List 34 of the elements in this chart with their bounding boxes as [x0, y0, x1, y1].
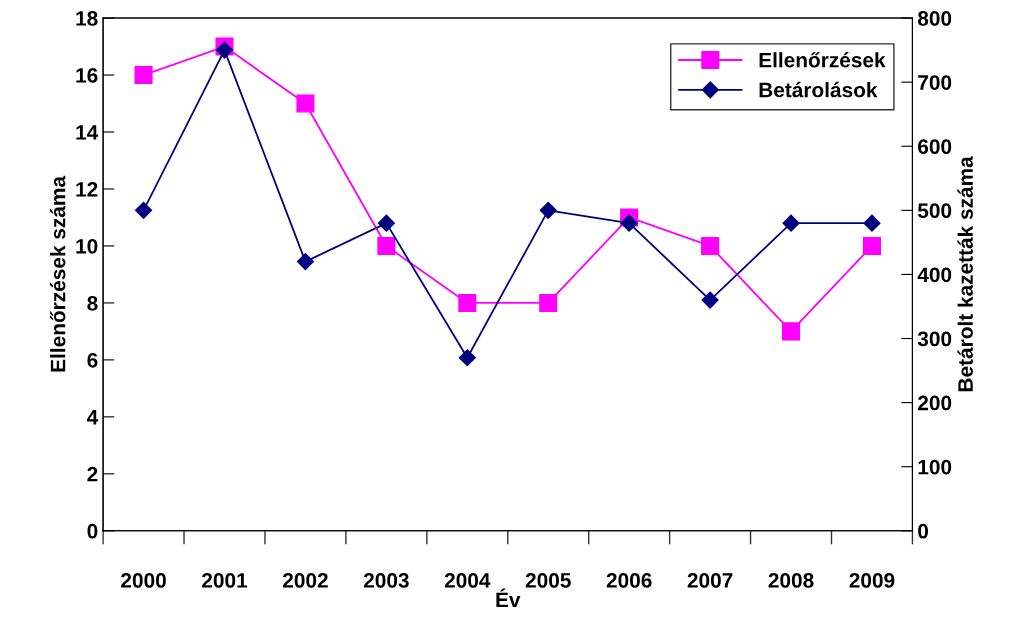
y2-tick-label: 400 [917, 267, 952, 283]
y-tick-label: 10 [76, 238, 98, 254]
x-tick-label: 2006 [606, 573, 652, 588]
y-tick-label: 6 [87, 352, 98, 368]
x-tick-label: 2002 [282, 573, 328, 588]
y2-tick-label: 100 [918, 459, 952, 475]
x-tick-label: 2001 [202, 573, 248, 588]
x-tick-label: 2000 [121, 573, 166, 588]
y2-tick-label: 0 [918, 523, 929, 539]
y-tick-label: 8 [87, 295, 98, 311]
y2-tick-label: 600 [918, 139, 952, 154]
x-tick-label: 2008 [768, 573, 814, 588]
y2-tick-label: 500 [917, 203, 952, 219]
x-tick-label: 2003 [363, 573, 409, 588]
y-tick-label: 18 [76, 11, 98, 26]
y2-tick-label: 700 [918, 75, 952, 90]
legend-label: Betárolások [759, 81, 878, 98]
x-axis-title: Év [496, 588, 521, 607]
y2-axis-title: Betárolt kazetták száma [957, 156, 973, 392]
y2-tick-label: 800 [917, 11, 952, 26]
x-tick-label: 2004 [444, 573, 491, 588]
x-tick-label: 2009 [849, 573, 895, 588]
y2-tick-label: 200 [918, 395, 952, 411]
y-tick-label: 14 [76, 125, 99, 140]
y-tick-label: 12 [76, 181, 98, 197]
y-tick-label: 16 [76, 68, 98, 83]
y-tick-label: 4 [86, 410, 99, 425]
y-tick-label: 0 [87, 523, 98, 539]
y2-tick-label: 300 [917, 331, 952, 347]
legend-label: Ellenőrzések [759, 52, 886, 68]
x-tick-label: 2007 [687, 573, 733, 588]
x-tick-label: 2005 [525, 573, 571, 588]
y-axis-title: Ellenőrzések száma [49, 175, 66, 372]
y-tick-label: 2 [87, 466, 98, 482]
